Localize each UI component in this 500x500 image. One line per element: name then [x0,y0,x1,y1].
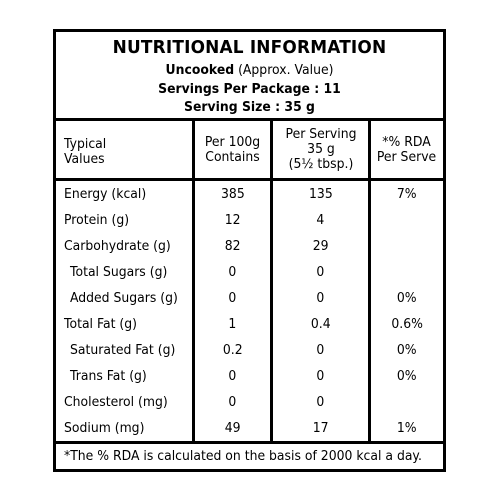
nutrient-name: Sodium (mg) [64,420,145,436]
nutrient-row: Energy (kcal) 385 135 7% [56,181,443,207]
nutrient-name: Energy (kcal) [64,186,147,202]
nutrient-name: Trans Fat (g) [70,368,147,384]
uncooked-note: Uncooked (Approx. Value) [71,62,427,78]
column-header-per-100g: Per 100g Contains [204,133,261,165]
per-100g-value: 1 [228,316,237,332]
column-divider [368,121,371,443]
per-100g-value: 82 [224,238,241,254]
per-100g-value: 385 [220,186,245,202]
nutrient-name: Carbohydrate (g) [64,238,171,254]
rda-value: 0.6% [391,316,423,332]
uncooked-label: Uncooked [165,62,235,78]
column-header-per-serving: Per Serving 35 g (5½ tbsp.) [285,126,357,172]
nutrient-row: Protein (g) 12 4 [56,207,443,233]
nutrient-row: Total Fat (g) 1 0.4 0.6% [56,311,443,337]
servings-per-package: Servings Per Package : 11 [158,81,341,97]
per-100g-value: 0.2 [222,342,243,358]
nutrition-header: NUTRITIONAL INFORMATION Uncooked (Approx… [56,32,443,121]
per-serving-value: 0 [316,290,325,306]
column-divider [192,121,195,443]
per-100g-value: 0 [228,368,237,384]
per-100g-value: 49 [224,420,241,436]
nutrient-row: Saturated Fat (g) 0.2 0 0% [56,337,443,363]
nutrient-name: Protein (g) [64,212,130,228]
per-serving-value: 135 [308,186,333,202]
per-serving-value: 17 [312,420,329,436]
rda-value [371,233,443,259]
nutrient-row: Sodium (mg) 49 17 1% [56,415,443,441]
per-serving-value: 0 [316,394,325,410]
rda-footnote: *The % RDA is calculated on the basis of… [56,441,443,469]
rda-value: 0% [397,368,417,384]
per-serving-value: 0.4 [310,316,331,332]
per-100g-value: 0 [228,264,237,280]
rda-value: 0% [397,290,417,306]
column-header-typical-values: Typical Values [64,135,107,167]
rda-value: 0% [397,342,417,358]
per-serving-value: 0 [316,264,325,280]
nutrient-row: Cholesterol (mg) 0 0 [56,389,443,415]
rda-value: 1% [397,420,417,436]
nutrient-row: Carbohydrate (g) 82 29 [56,233,443,259]
nutrient-rows: Energy (kcal) 385 135 7% Protein (g) 12 4 Carbo… [56,181,443,441]
approx-value-label: (Approx. Value) [234,62,334,78]
nutrient-name: Total Sugars (g) [70,264,168,280]
rda-value [371,389,443,415]
per-100g-value: 0 [228,394,237,410]
per-serving-value: 0 [316,368,325,384]
column-header-row: Typical Values Per 100g Contains Per Ser… [56,121,443,181]
nutrient-row: Added Sugars (g) 0 0 0% [56,285,443,311]
per-100g-value: 0 [228,290,237,306]
rda-value: 7% [397,186,417,202]
rda-value [371,207,443,233]
nutrient-row: Trans Fat (g) 0 0 0% [56,363,443,389]
nutrition-facts-panel: NUTRITIONAL INFORMATION Uncooked (Approx… [53,29,446,472]
nutrient-name: Total Fat (g) [64,316,137,332]
nutrient-name: Saturated Fat (g) [70,342,176,358]
serving-size: Serving Size : 35 g [184,99,315,115]
per-serving-value: 4 [316,212,325,228]
column-header-rda: *% RDA Per Serve [376,133,437,165]
per-100g-value: 12 [224,212,241,228]
per-serving-value: 29 [312,238,329,254]
nutrient-name: Cholesterol (mg) [64,394,168,410]
nutrient-row: Total Sugars (g) 0 0 [56,259,443,285]
column-divider [270,121,273,443]
rda-value [371,259,443,285]
per-serving-value: 0 [316,342,325,358]
panel-title: NUTRITIONAL INFORMATION [112,37,387,58]
nutrient-name: Added Sugars (g) [70,290,178,306]
